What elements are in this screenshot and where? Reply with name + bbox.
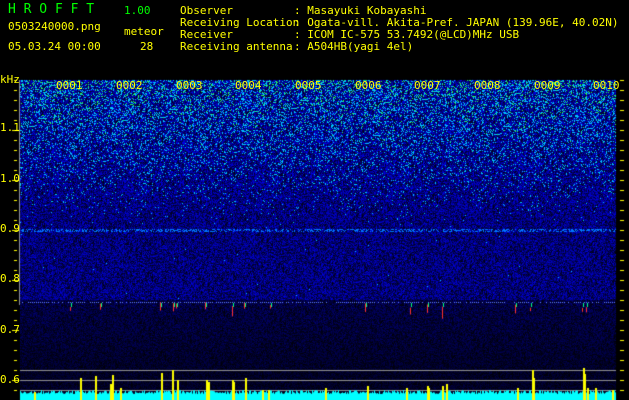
location-label: Receiving Location — [180, 16, 300, 29]
app-version: 1.00 — [124, 4, 151, 17]
y-tick-label: 0.7 — [0, 323, 20, 336]
column-label: 0004 — [235, 79, 262, 92]
column-label: 0002 — [116, 79, 143, 92]
y-tick-label: 0.9 — [0, 222, 20, 235]
receiver-label: Receiver — [180, 28, 233, 41]
location-value: : Ogata-vill. Akita-Pref. JAPAN (139.96E… — [294, 16, 619, 29]
column-label: 0005 — [295, 79, 322, 92]
meteor-count: 28 — [140, 40, 154, 53]
antenna-value: : A504HB(yagi 4el) — [294, 40, 414, 53]
y-unit-label: kHz — [0, 73, 20, 86]
column-label: 0001 — [56, 79, 83, 92]
antenna-label: Receiving antenna — [180, 40, 293, 53]
column-label: 0009 — [534, 79, 561, 92]
observer-value: : Masayuki Kobayashi — [294, 4, 427, 17]
y-tick-label: 1.0 — [0, 172, 20, 185]
receiver-value: : ICOM IC-575 53.7492(@LCD)MHz USB — [294, 28, 520, 41]
app-title: H R O F F T — [8, 2, 95, 17]
column-label: 0007 — [414, 79, 441, 92]
file-name: 0503240000.png — [8, 20, 101, 33]
observer-label: Observer — [180, 4, 233, 17]
column-label: 0003 — [176, 79, 203, 92]
file-datetime: 05.03.24 00:00 — [8, 40, 101, 53]
column-label: 0010 — [593, 79, 620, 92]
meteor-label: meteor — [124, 25, 164, 38]
column-label: 0008 — [474, 79, 501, 92]
column-label: 0006 — [355, 79, 382, 92]
y-tick-label: 0.8 — [0, 272, 20, 285]
spectrogram-canvas — [0, 70, 629, 400]
y-tick-label: 1.1 — [0, 121, 20, 134]
y-tick-label: 0.6 — [0, 373, 20, 386]
